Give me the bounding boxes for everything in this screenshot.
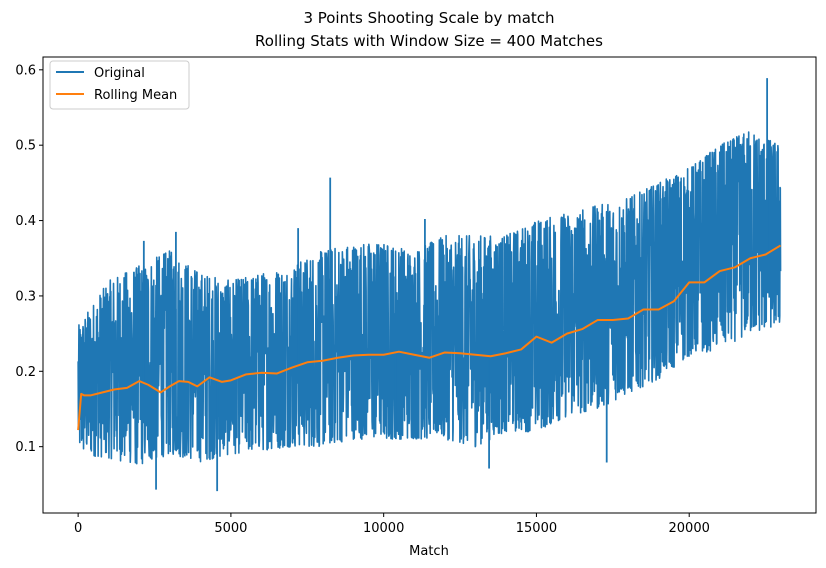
y-tick-label: 0.5 bbox=[15, 139, 36, 154]
x-axis-label: Match bbox=[409, 544, 449, 559]
y-tick-label: 0.2 bbox=[15, 365, 36, 380]
series-original-line bbox=[77, 131, 782, 465]
legend: Original Rolling Mean bbox=[49, 60, 190, 110]
legend-original-label: Original bbox=[94, 66, 145, 81]
x-tick-label: 0 bbox=[74, 521, 82, 536]
y-tick-label: 0.3 bbox=[15, 289, 36, 304]
y-axis: 0.1 0.2 0.3 0.4 0.5 0.6 bbox=[15, 63, 43, 455]
x-tick-label: 15000 bbox=[516, 521, 557, 536]
chart-title: 3 Points Shooting Scale by match bbox=[303, 9, 554, 27]
plot-frame bbox=[42, 56, 817, 514]
x-tick-label: 20000 bbox=[669, 521, 710, 536]
series-rolling-mean-line bbox=[77, 244, 782, 431]
y-tick-label: 0.1 bbox=[15, 440, 36, 455]
y-tick-label: 0.4 bbox=[15, 214, 36, 229]
x-tick-label: 10000 bbox=[363, 521, 404, 536]
x-axis: 0 5000 10000 15000 20000 bbox=[74, 513, 710, 536]
chart-subtitle: Rolling Stats with Window Size = 400 Mat… bbox=[255, 32, 603, 50]
plot-content bbox=[77, 78, 782, 492]
legend-rolling-mean-label: Rolling Mean bbox=[94, 88, 177, 103]
x-tick-label: 5000 bbox=[214, 521, 247, 536]
y-tick-label: 0.6 bbox=[15, 63, 36, 78]
legend-box bbox=[49, 60, 190, 110]
